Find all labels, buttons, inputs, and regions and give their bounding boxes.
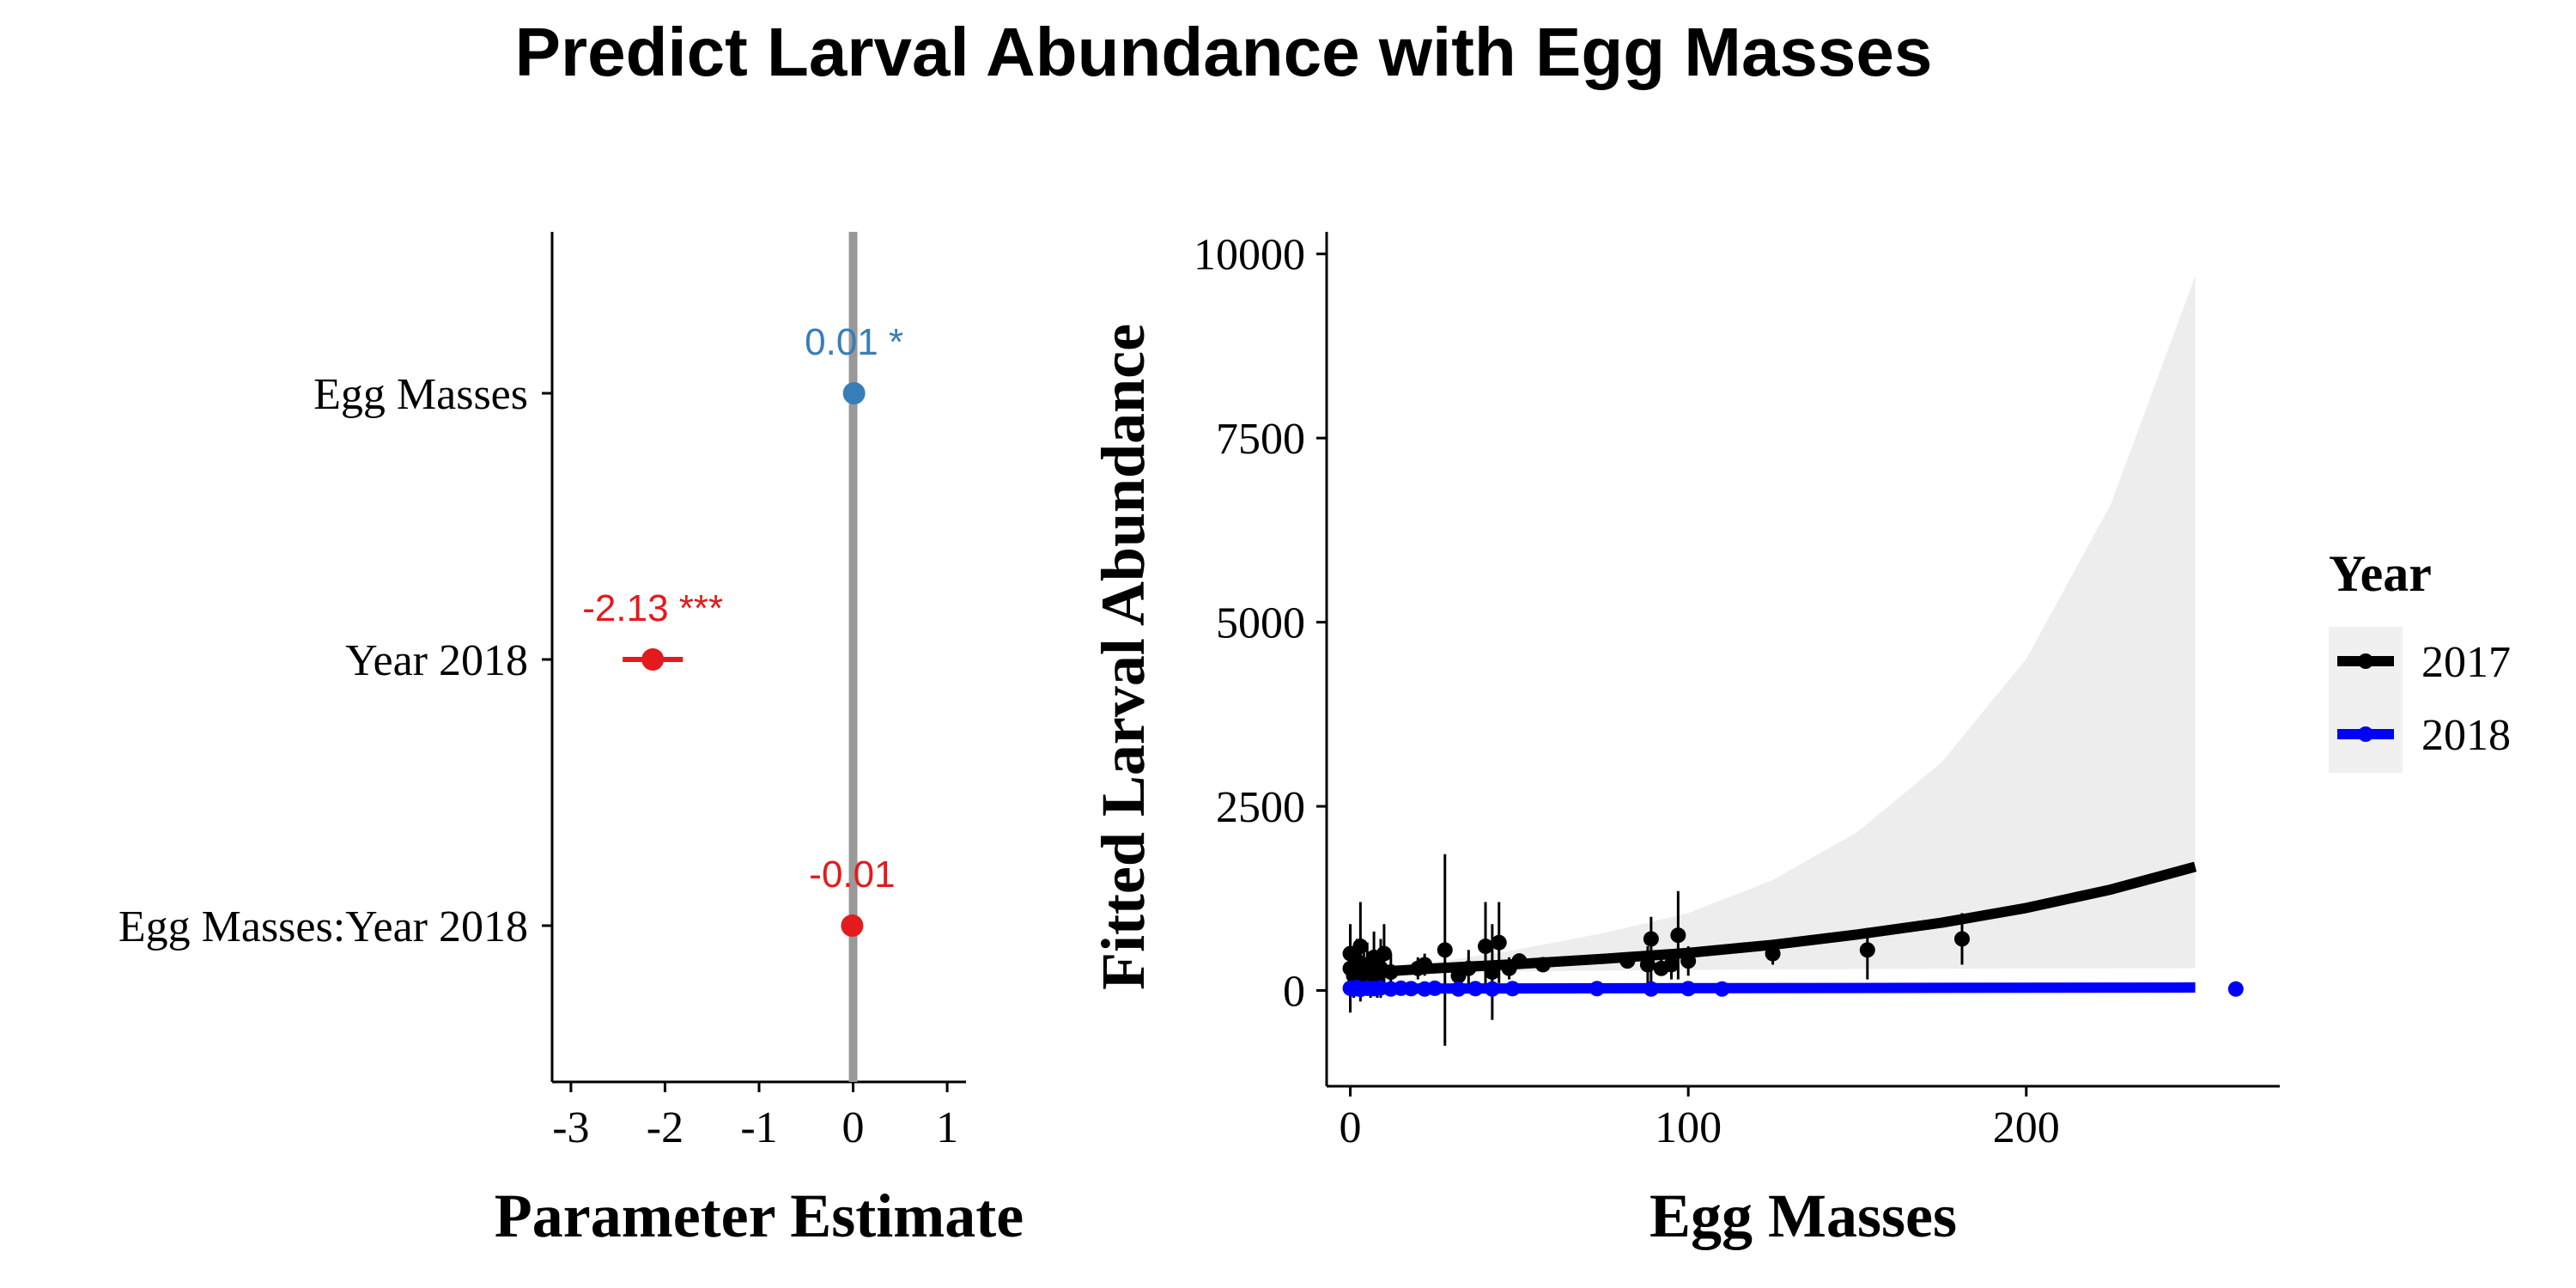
fit-y-tick-label: 5000 — [1216, 599, 1305, 648]
legend-label-2017: 2017 — [2421, 638, 2511, 687]
fit-x-tick-label: 0 — [1340, 1103, 1362, 1152]
point-2018 — [1589, 981, 1605, 997]
point-2017 — [1437, 942, 1453, 958]
data-points — [1342, 927, 2244, 998]
point-2018 — [2227, 981, 2244, 997]
fit-y-tick-label: 7500 — [1216, 415, 1305, 464]
coef-estimate-point — [842, 382, 866, 404]
coef-term-label: Egg Masses:Year 2018 — [118, 902, 528, 951]
point-2018 — [1426, 980, 1443, 996]
point-2017 — [1765, 945, 1781, 962]
coef-x-tick-label: 1 — [936, 1103, 958, 1152]
coef-x-tick-label: -1 — [740, 1103, 777, 1152]
fit-x-ticks: 0 100 200 — [1340, 1086, 2060, 1152]
point-2018 — [1643, 981, 1659, 997]
legend: Year 2017 2018 — [2329, 545, 2511, 773]
point-2018 — [1403, 981, 1419, 997]
legend-key-point-2018 — [2358, 726, 2373, 742]
point-2017 — [1619, 953, 1636, 969]
coef-estimate-point — [841, 914, 864, 937]
point-2018 — [1467, 981, 1484, 997]
figure-title: Predict Larval Abundance with Egg Masses — [515, 14, 1933, 90]
point-2017 — [1461, 960, 1477, 976]
legend-key-background — [2329, 627, 2403, 773]
point-2018 — [1450, 981, 1467, 997]
coef-estimate-label: -2.13 *** — [582, 587, 723, 629]
confidence-ribbon-2017 — [1350, 276, 2196, 976]
point-2017 — [1643, 931, 1659, 947]
point-2017 — [1663, 957, 1680, 973]
fit-y-axis-label: Fitted Larval Abundance — [1089, 324, 1157, 990]
fit-y-tick-label: 2500 — [1216, 783, 1305, 832]
point-2017 — [1511, 953, 1528, 969]
coef-x-axis-label: Parameter Estimate — [495, 1182, 1024, 1250]
legend-label-2018: 2018 — [2421, 711, 2511, 760]
point-2017 — [1352, 939, 1369, 955]
point-2018 — [1714, 981, 1730, 997]
fit-y-tick-label: 10000 — [1194, 231, 1305, 280]
coef-x-ticks: -3 -2 -1 0 1 — [552, 1082, 958, 1152]
point-2018 — [1504, 981, 1521, 997]
coef-estimate-label: -0.01 — [809, 854, 895, 896]
fitted-abundance-plot: 0 100 200 0 2500 5000 7500 10000 Egg Masses Fi… — [1089, 231, 2280, 1250]
point-2017 — [1859, 942, 1875, 958]
coef-estimate-point — [641, 648, 665, 671]
point-2017 — [1376, 945, 1392, 962]
point-2017 — [1680, 953, 1697, 969]
point-2018 — [1680, 981, 1697, 997]
legend-title: Year — [2329, 545, 2432, 602]
point-2017 — [1534, 957, 1551, 973]
point-2018 — [1484, 981, 1500, 997]
fit-y-tick-label: 0 — [1283, 967, 1305, 1016]
point-2017 — [1382, 964, 1399, 981]
coef-y-ticks: Egg Masses Year 2018 Egg Masses:Year 2018 — [118, 370, 552, 951]
fit-x-axis-label: Egg Masses — [1649, 1182, 1957, 1250]
coef-x-tick-label: 0 — [842, 1103, 865, 1152]
legend-items: 2017 2018 — [2337, 638, 2511, 760]
point-2017 — [1478, 939, 1493, 955]
point-2017 — [1954, 931, 1970, 947]
coefficient-plot: -3 -2 -1 0 1 Egg Masses Year 2018 Egg Masses:Y… — [118, 232, 1024, 1250]
coef-term-label: Egg Masses — [313, 370, 528, 419]
fit-y-ticks: 0 2500 5000 7500 10000 — [1194, 231, 1327, 1016]
coef-term-label: Year 2018 — [345, 636, 528, 685]
fit-x-tick-label: 100 — [1655, 1103, 1722, 1152]
coef-estimates: 0.01 * -2.13 *** -0.01 — [582, 321, 903, 937]
confidence-ribbon-group — [1350, 276, 2196, 976]
legend-key-point-2017 — [2358, 653, 2373, 669]
coef-estimate-label: 0.01 * — [805, 321, 903, 363]
coef-x-tick-label: -2 — [647, 1103, 683, 1152]
coef-x-tick-label: -3 — [552, 1103, 589, 1152]
point-2017 — [1639, 957, 1656, 973]
point-2017 — [1491, 934, 1507, 951]
point-2017 — [1484, 964, 1500, 981]
point-2017 — [1670, 927, 1686, 944]
point-2017 — [1417, 957, 1433, 973]
fit-x-tick-label: 200 — [1993, 1103, 2060, 1152]
